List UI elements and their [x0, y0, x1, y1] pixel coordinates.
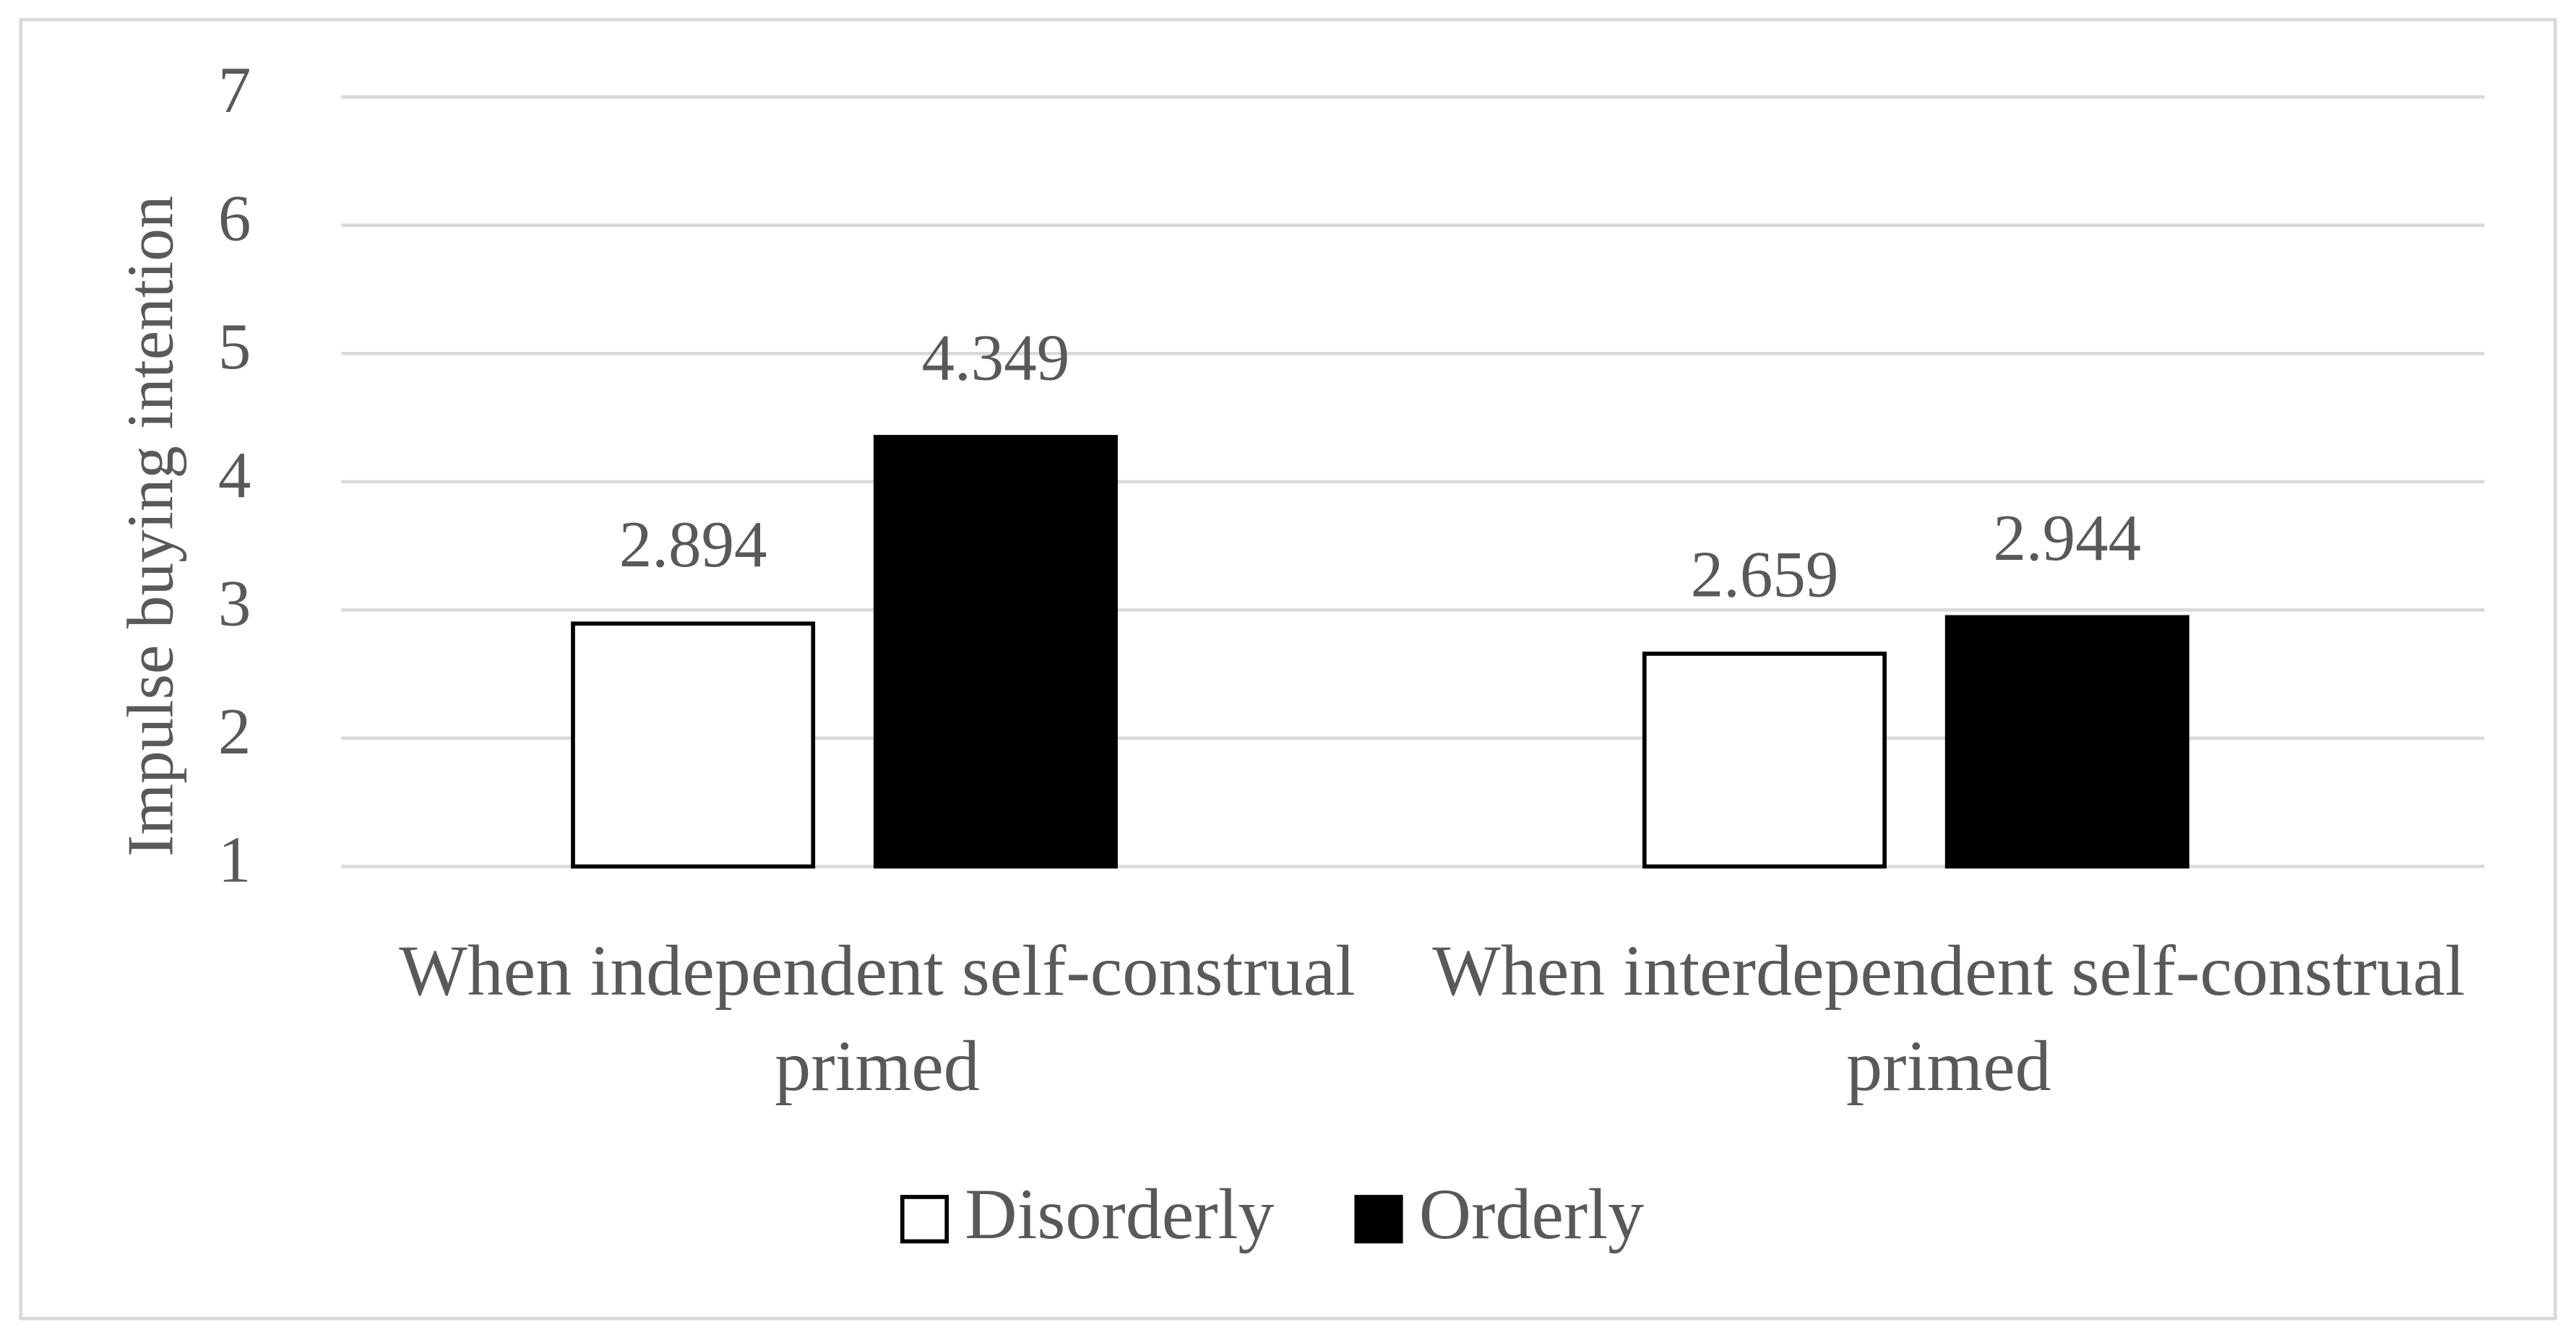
- bar: [1642, 652, 1887, 869]
- y-tick-label: 6: [218, 182, 251, 255]
- data-label: 4.349: [922, 321, 1070, 394]
- x-tick-label: When independent self-construal primed: [399, 930, 1356, 1107]
- x-tick-label: When interdependent self-construal prime…: [1432, 930, 2465, 1107]
- bar: [1944, 615, 2189, 869]
- y-tick-label: 5: [218, 310, 251, 383]
- legend-swatch: [900, 1195, 949, 1244]
- legend-label: Disorderly: [965, 1174, 1274, 1254]
- bar: [571, 621, 816, 869]
- data-label: 2.944: [1993, 501, 2141, 574]
- data-label: 2.659: [1691, 538, 1839, 611]
- y-tick-label: 1: [218, 823, 251, 896]
- legend-swatch: [1354, 1195, 1403, 1244]
- y-tick-label: 3: [218, 566, 251, 639]
- legend-label: Orderly: [1419, 1174, 1644, 1254]
- x-tick-label-box: When interdependent self-construal prime…: [1432, 930, 2465, 1107]
- data-label: 2.894: [619, 508, 767, 581]
- y-tick-label: 7: [218, 53, 251, 126]
- x-tick-label-box: When independent self-construal primed: [399, 930, 1356, 1107]
- y-tick-label: 4: [218, 438, 251, 511]
- bar: [873, 435, 1118, 869]
- y-axis-label: Impulse buying intention: [114, 196, 187, 857]
- y-tick-label: 2: [218, 695, 251, 768]
